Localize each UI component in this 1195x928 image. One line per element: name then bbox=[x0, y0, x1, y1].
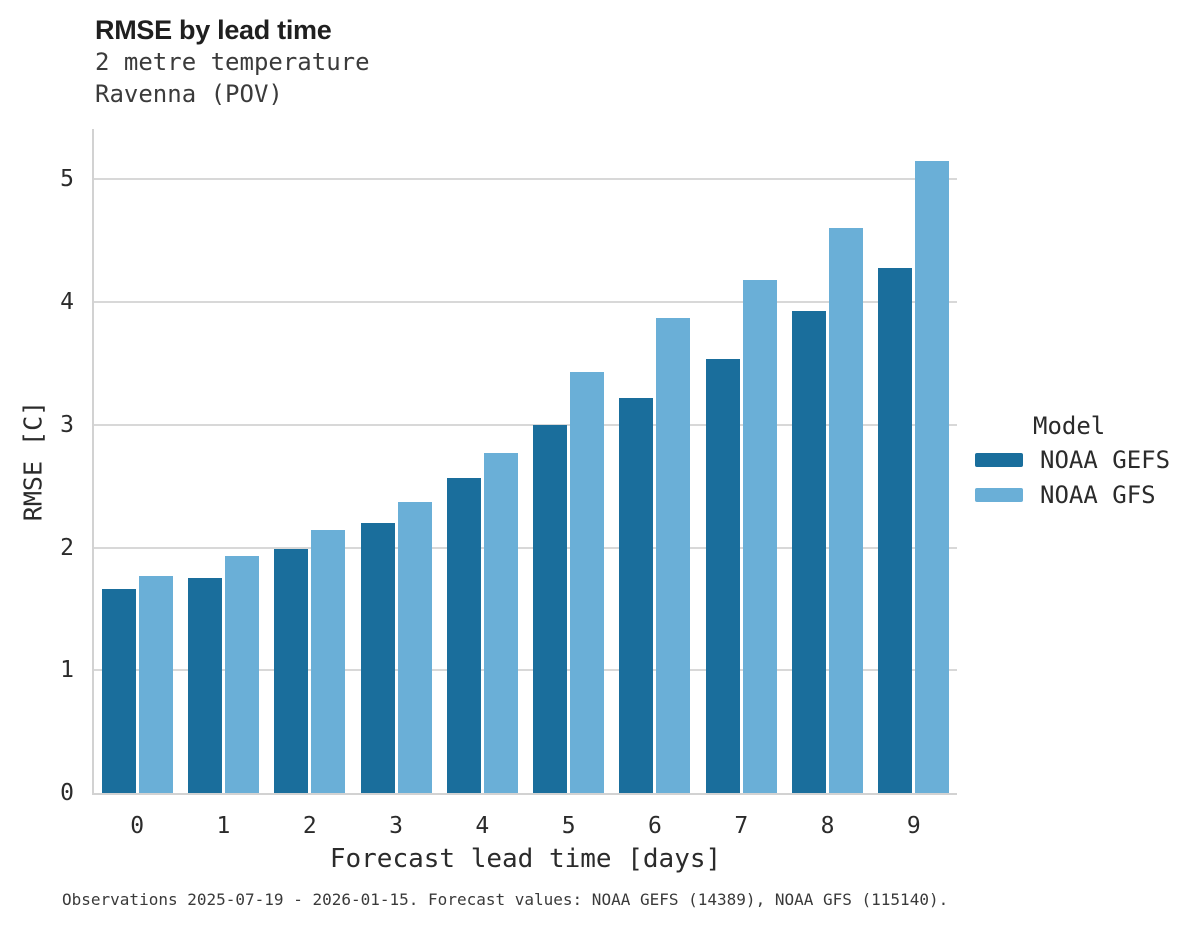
bar-noaa-gfs-6 bbox=[656, 318, 691, 793]
legend-label-noaa-gefs: NOAA GEFS bbox=[1040, 446, 1171, 474]
y-tick-label-5: 5 bbox=[60, 166, 74, 193]
gridline-y-5 bbox=[94, 178, 957, 181]
legend: Model NOAA GEFS NOAA GFS bbox=[975, 412, 1170, 516]
bar-noaa-gfs-4 bbox=[483, 453, 518, 793]
bar-noaa-gfs-0 bbox=[138, 575, 173, 793]
bar-noaa-gefs-8 bbox=[792, 310, 827, 793]
legend-entry-noaa-gfs: NOAA GFS bbox=[975, 481, 1170, 509]
x-tick-label-5: 5 bbox=[561, 813, 576, 839]
legend-swatch-noaa-gfs bbox=[975, 488, 1023, 502]
y-axis-spine bbox=[92, 129, 94, 795]
chart-subtitle-location: Ravenna (POV) bbox=[95, 80, 283, 108]
gridline-y-1 bbox=[94, 669, 957, 672]
y-tick-label-0: 0 bbox=[60, 780, 74, 806]
x-axis-title: Forecast lead time [days] bbox=[329, 844, 722, 874]
legend-swatch-noaa-gefs bbox=[975, 453, 1023, 467]
bar-noaa-gfs-1 bbox=[224, 556, 259, 793]
x-tick-label-7: 7 bbox=[734, 813, 749, 839]
x-tick-label-9: 9 bbox=[906, 813, 921, 839]
y-tick-label-3: 3 bbox=[60, 411, 74, 438]
chart-title: RMSE by lead time bbox=[95, 15, 332, 45]
x-axis-spine bbox=[92, 793, 957, 795]
y-tick-label-2: 2 bbox=[60, 534, 74, 561]
bar-noaa-gfs-8 bbox=[829, 228, 864, 793]
legend-label-noaa-gfs: NOAA GFS bbox=[1040, 481, 1156, 509]
bar-noaa-gefs-5 bbox=[533, 424, 568, 793]
bar-noaa-gefs-7 bbox=[705, 358, 740, 793]
bar-noaa-gefs-3 bbox=[360, 522, 395, 793]
bar-noaa-gfs-9 bbox=[915, 160, 950, 793]
footer-note: Observations 2025-07-19 - 2026-01-15. Fo… bbox=[62, 890, 949, 909]
x-tick-label-8: 8 bbox=[820, 813, 835, 839]
x-tick-label-6: 6 bbox=[648, 813, 662, 839]
bar-noaa-gefs-1 bbox=[187, 578, 222, 793]
bar-noaa-gefs-4 bbox=[446, 477, 481, 793]
bar-noaa-gefs-0 bbox=[101, 589, 136, 793]
x-tick-label-0: 0 bbox=[130, 813, 145, 839]
bar-noaa-gefs-6 bbox=[619, 397, 654, 793]
y-tick-label-1: 1 bbox=[60, 657, 74, 684]
bar-noaa-gfs-3 bbox=[397, 502, 432, 793]
bar-noaa-gefs-2 bbox=[274, 548, 309, 793]
legend-entry-noaa-gefs: NOAA GEFS bbox=[975, 446, 1170, 474]
bar-noaa-gfs-2 bbox=[311, 530, 346, 793]
bar-noaa-gefs-9 bbox=[878, 267, 913, 793]
x-tick-label-3: 3 bbox=[389, 813, 403, 839]
gridline-y-3 bbox=[94, 423, 957, 426]
y-axis-title: RMSE [C] bbox=[18, 400, 48, 522]
y-tick-label-4: 4 bbox=[60, 289, 74, 316]
bar-noaa-gfs-5 bbox=[570, 372, 605, 793]
chart-subtitle-variable: 2 metre temperature bbox=[95, 48, 370, 76]
x-tick-label-2: 2 bbox=[302, 813, 317, 839]
x-tick-label-4: 4 bbox=[475, 813, 490, 839]
x-tick-label-1: 1 bbox=[216, 813, 231, 839]
bar-noaa-gfs-7 bbox=[742, 279, 777, 793]
chart-header: RMSE by lead time 2 metre temperature Ra… bbox=[95, 14, 370, 110]
legend-title: Model bbox=[1033, 412, 1106, 440]
gridline-y-2 bbox=[94, 546, 957, 549]
gridline-y-4 bbox=[94, 301, 957, 304]
